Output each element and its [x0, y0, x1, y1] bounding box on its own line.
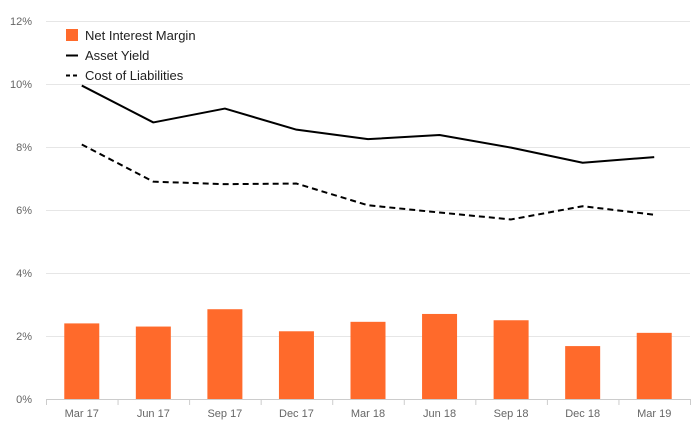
bar-net-interest-margin: [565, 346, 601, 399]
line-asset-yield: [81, 84, 655, 164]
x-tick-label: Jun 18: [423, 408, 456, 420]
legend-label-net-interest-margin: Net Interest Margin: [85, 28, 196, 43]
y-axis-tick-labels: 0% 2% 4% 6% 8% 10% 12%: [10, 16, 32, 406]
y-tick-label: 4%: [16, 268, 32, 280]
x-tick-label: Jun 17: [137, 408, 170, 420]
bar-net-interest-margin: [278, 331, 314, 399]
x-tick-label: Dec 17: [279, 408, 314, 420]
bar-net-interest-margin: [64, 323, 100, 399]
line-series: [81, 84, 655, 221]
y-tick-label: 12%: [10, 16, 32, 28]
legend-swatch-net-interest-margin: [66, 29, 78, 41]
x-tick-label: Dec 18: [565, 408, 600, 420]
line-cost-of-liabilities: [81, 143, 655, 221]
bar-net-interest-margin: [636, 332, 672, 399]
bar-net-interest-margin: [350, 321, 386, 399]
x-tick-label: Mar 17: [65, 408, 99, 420]
x-tick-label: Mar 19: [637, 408, 671, 420]
x-axis: Mar 17 Jun 17 Sep 17 Dec 17 Mar 18 Jun 18 Sep …: [46, 399, 691, 420]
bar-net-interest-margin: [207, 309, 243, 399]
bar-net-interest-margin: [422, 313, 458, 399]
bar-net-interest-margin: [493, 320, 529, 399]
bar-net-interest-margin: [135, 326, 171, 399]
y-tick-label: 8%: [16, 142, 32, 154]
x-tick-label: Mar 18: [351, 408, 385, 420]
y-tick-label: 2%: [16, 331, 32, 343]
x-tick-label: Sep 17: [207, 408, 242, 420]
legend-label-cost-of-liabilities: Cost of Liabilities: [85, 68, 184, 83]
legend: Net Interest Margin Asset Yield Cost of …: [66, 28, 196, 83]
x-tick-label: Sep 18: [494, 408, 529, 420]
y-tick-label: 10%: [10, 79, 32, 91]
legend-label-asset-yield: Asset Yield: [85, 48, 149, 63]
y-tick-label: 0%: [16, 394, 32, 406]
bar-series: [64, 309, 672, 399]
gridlines: [46, 21, 690, 337]
y-tick-label: 6%: [16, 205, 32, 217]
